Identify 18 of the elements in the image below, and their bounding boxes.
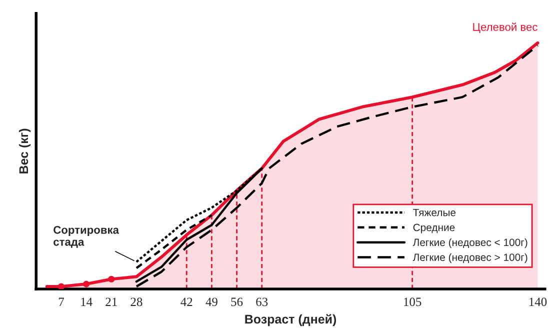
annotation: Сортировка стада: [54, 226, 120, 248]
x-tick-label: 140: [529, 298, 547, 306]
x-tick-label: 56: [231, 298, 243, 306]
x-tick-label: 42: [180, 298, 192, 306]
legend-label: Легкие (недовес > 100г): [412, 253, 528, 264]
x-tick-label: 7: [58, 298, 64, 306]
legend-label: Средние: [413, 224, 455, 234]
x-tick-label: 21: [106, 298, 117, 306]
x-axis-title: Возраст (дней): [245, 314, 336, 326]
legend-label: Легкие (недовес < 100г): [412, 238, 528, 248]
x-tick-label: 28: [130, 298, 142, 306]
x-tick-label: 14: [81, 298, 92, 306]
legend-label: Тяжелые: [413, 208, 456, 216]
x-tick-label: 49: [206, 298, 218, 306]
y-axis-title: Вес (кг): [18, 128, 31, 174]
series-label: Целевой вес: [473, 22, 538, 34]
x-tick-label: 105: [404, 298, 422, 306]
x-tick-label: 63: [256, 298, 268, 306]
